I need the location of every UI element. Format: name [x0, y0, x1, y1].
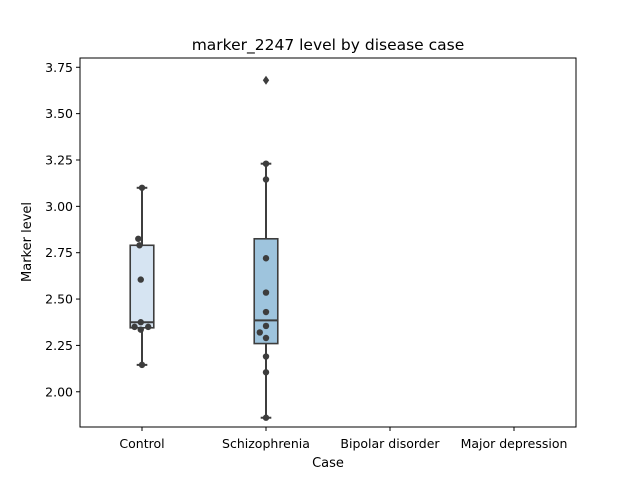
data-point — [262, 160, 270, 167]
y-tick-label: 3.75 — [45, 60, 73, 75]
x-tick-label: Bipolar disorder — [340, 436, 440, 451]
data-point — [262, 369, 270, 376]
x-tick-label: Schizophrenia — [222, 436, 310, 451]
x-axis-label: Case — [312, 456, 344, 471]
y-tick-label: 2.00 — [45, 384, 73, 399]
plot-frame — [79, 57, 577, 428]
data-point — [135, 235, 142, 242]
x-tick-label: Control — [119, 436, 164, 451]
data-point — [262, 289, 270, 296]
plot-area — [129, 75, 279, 421]
data-point — [256, 329, 263, 336]
data-point — [262, 176, 270, 183]
data-point — [137, 326, 144, 333]
chart-title: marker_2247 level by disease case — [192, 36, 465, 55]
y-tick-label: 2.75 — [45, 245, 73, 260]
data-point — [138, 184, 146, 191]
data-point — [136, 242, 143, 249]
data-point — [131, 323, 138, 331]
data-point — [262, 414, 270, 421]
data-point — [137, 319, 144, 326]
y-tick-label: 2.25 — [45, 338, 73, 353]
x-tick-label: Major depression — [461, 436, 568, 451]
data-point — [262, 308, 270, 316]
data-point — [137, 276, 144, 283]
y-tick-label: 3.25 — [45, 152, 73, 167]
y-tick-label: 3.50 — [45, 106, 73, 121]
data-point — [262, 353, 270, 360]
y-axis-label: Marker level — [20, 202, 35, 282]
axes: 2.00 2.25 2.50 2.75 3.00 3.25 3.50 3.75 Control S… — [45, 60, 567, 451]
box-iqr — [129, 244, 155, 329]
data-point — [262, 255, 270, 262]
data-point — [262, 334, 270, 342]
outlier-marker — [262, 75, 270, 85]
y-tick-label: 2.50 — [45, 292, 73, 307]
y-tick-label: 3.00 — [45, 199, 73, 214]
data-point — [262, 322, 270, 330]
data-point — [145, 323, 152, 331]
data-point — [138, 361, 146, 369]
